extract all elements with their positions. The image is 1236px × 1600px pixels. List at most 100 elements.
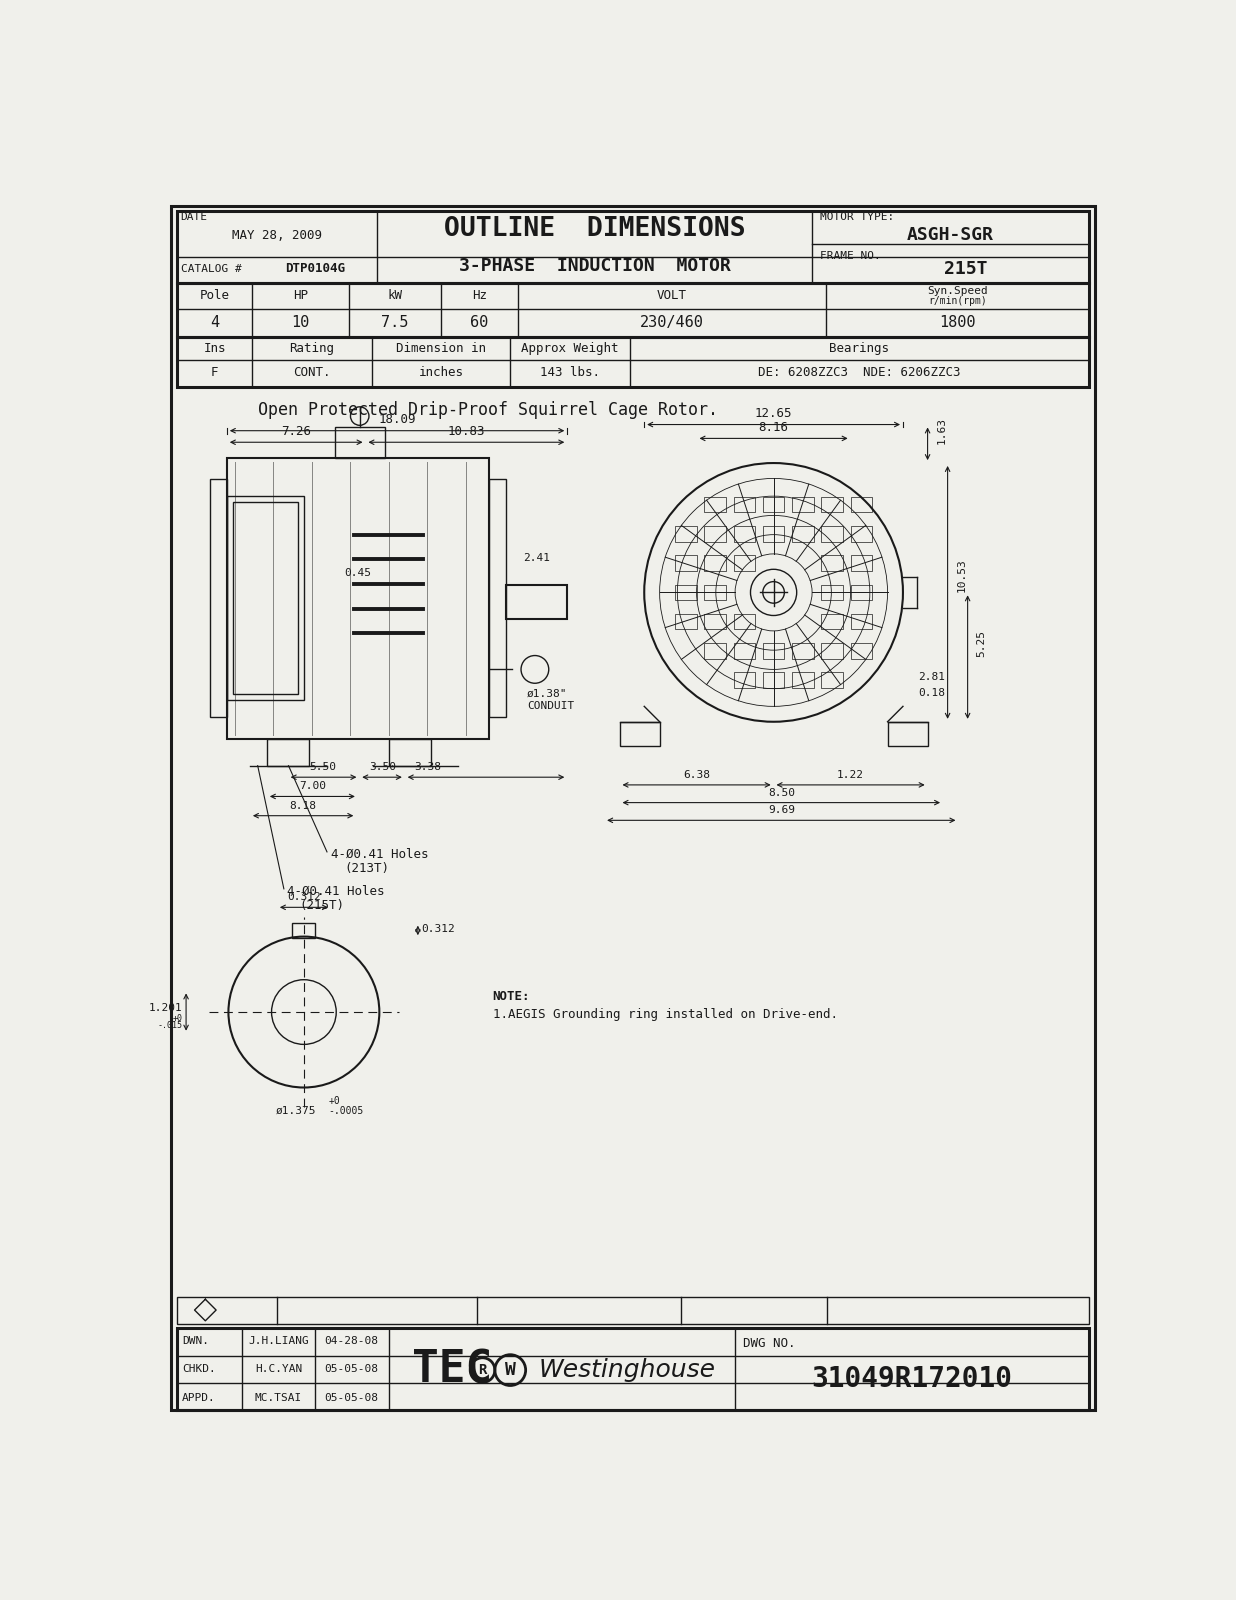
Text: OUTLINE  DIMENSIONS: OUTLINE DIMENSIONS	[444, 216, 745, 242]
Bar	[887, 722, 927, 746]
Text: 7.00: 7.00	[299, 781, 326, 792]
Text: 1.63: 1.63	[937, 416, 947, 443]
Text: 8.16: 8.16	[759, 421, 789, 434]
Bar	[177, 1328, 1089, 1410]
Text: NOTE:: NOTE:	[492, 990, 530, 1003]
Text: -.0005: -.0005	[329, 1106, 363, 1115]
Bar	[792, 643, 813, 659]
Bar	[177, 283, 1089, 336]
Bar	[763, 526, 785, 541]
Text: 05-05-08: 05-05-08	[325, 1394, 378, 1403]
Bar	[733, 498, 755, 512]
Bar	[177, 336, 1089, 387]
Text: 1800: 1800	[939, 315, 976, 330]
Bar	[705, 498, 726, 512]
Text: R: R	[478, 1363, 487, 1378]
Bar	[792, 672, 813, 688]
Bar	[177, 211, 1089, 283]
Bar	[619, 722, 660, 746]
Text: CONDUIT: CONDUIT	[528, 701, 575, 712]
Text: Ins: Ins	[203, 342, 226, 355]
Text: Dimension in: Dimension in	[396, 342, 486, 355]
Text: Rating: Rating	[289, 342, 335, 355]
Bar	[822, 614, 843, 629]
Text: F: F	[211, 366, 219, 379]
Text: 10.53: 10.53	[957, 558, 967, 592]
Text: 8.18: 8.18	[289, 800, 316, 811]
Text: Hz: Hz	[472, 290, 487, 302]
Text: W: W	[504, 1362, 515, 1379]
Text: -.015: -.015	[157, 1021, 182, 1030]
Bar	[293, 923, 315, 938]
Text: 10.83: 10.83	[447, 426, 485, 438]
Text: r/min(rpm): r/min(rpm)	[928, 296, 988, 306]
Text: DATE: DATE	[180, 213, 208, 222]
Bar	[705, 584, 726, 600]
Bar	[792, 526, 813, 541]
Bar	[267, 739, 309, 766]
Text: H.C.YAN: H.C.YAN	[255, 1365, 302, 1374]
Bar	[763, 672, 785, 688]
Text: TEC: TEC	[412, 1349, 492, 1392]
Text: VOLT: VOLT	[658, 290, 687, 302]
Bar	[227, 458, 488, 739]
Text: 1.201: 1.201	[148, 1003, 182, 1013]
Text: FRAME NO.: FRAME NO.	[819, 251, 880, 261]
Text: Westinghouse: Westinghouse	[539, 1358, 716, 1382]
Bar	[850, 555, 873, 571]
Bar	[506, 584, 567, 619]
Text: 4-Ø0.41 Holes: 4-Ø0.41 Holes	[287, 885, 384, 898]
Bar	[822, 555, 843, 571]
Bar	[822, 498, 843, 512]
Bar	[675, 584, 697, 600]
Text: inches: inches	[419, 366, 464, 379]
Text: 215T: 215T	[944, 259, 988, 278]
Bar	[763, 498, 785, 512]
Text: DTP0104G: DTP0104G	[286, 262, 345, 275]
Text: 4-Ø0.41 Holes: 4-Ø0.41 Holes	[331, 848, 429, 861]
Text: 1.22: 1.22	[837, 770, 864, 779]
Text: 230/460: 230/460	[640, 315, 703, 330]
Text: 9.69: 9.69	[768, 805, 795, 816]
Bar	[705, 643, 726, 659]
Text: 5.25: 5.25	[976, 630, 986, 658]
Text: (213T): (213T)	[344, 861, 389, 875]
Text: ASGH-SGR: ASGH-SGR	[907, 226, 994, 245]
Text: 143 lbs.: 143 lbs.	[540, 366, 599, 379]
Bar	[822, 643, 843, 659]
Bar	[705, 614, 726, 629]
Bar	[850, 643, 873, 659]
Text: +0: +0	[172, 1014, 182, 1022]
Bar	[675, 614, 697, 629]
Bar	[733, 555, 755, 571]
Text: 1.AEGIS Grounding ring installed on Drive-end.: 1.AEGIS Grounding ring installed on Driv…	[492, 1008, 838, 1021]
Bar	[227, 496, 304, 701]
Text: 2.81: 2.81	[918, 672, 946, 682]
Text: Syn.Speed: Syn.Speed	[927, 286, 988, 296]
Bar	[850, 498, 873, 512]
Text: 3-PHASE  INDUCTION  MOTOR: 3-PHASE INDUCTION MOTOR	[459, 258, 730, 275]
Text: Open Protected Drip-Proof Squirrel Cage Rotor.: Open Protected Drip-Proof Squirrel Cage …	[257, 402, 718, 419]
Bar	[210, 480, 227, 717]
Text: 5.50: 5.50	[310, 762, 336, 773]
Text: 31049R172010: 31049R172010	[812, 1365, 1012, 1394]
Bar	[733, 526, 755, 541]
Bar	[177, 1298, 1089, 1323]
Bar	[675, 555, 697, 571]
Text: 04-28-08: 04-28-08	[325, 1336, 378, 1346]
Bar	[488, 480, 506, 717]
Text: 4: 4	[210, 315, 219, 330]
Text: HP: HP	[293, 290, 308, 302]
Text: ø1.38": ø1.38"	[528, 690, 567, 699]
Text: Approx Weight: Approx Weight	[522, 342, 619, 355]
Bar	[792, 498, 813, 512]
Text: CATALOG #: CATALOG #	[180, 264, 241, 274]
Bar	[705, 526, 726, 541]
Text: 3.38: 3.38	[414, 762, 441, 773]
Text: 05-05-08: 05-05-08	[325, 1365, 378, 1374]
Bar	[705, 555, 726, 571]
Text: CHKD.: CHKD.	[182, 1365, 216, 1374]
Text: 7.5: 7.5	[381, 315, 408, 330]
Text: 2.41: 2.41	[523, 552, 550, 563]
Bar	[822, 526, 843, 541]
